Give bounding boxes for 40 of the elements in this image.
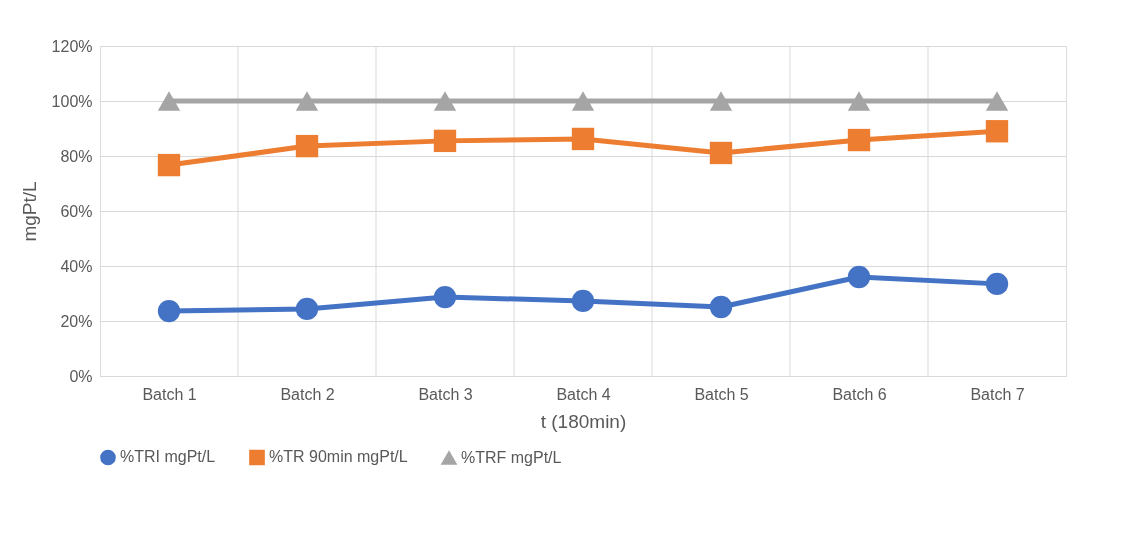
y-tick-label: 100% [51, 92, 93, 110]
point [571, 127, 595, 151]
point [433, 129, 457, 153]
y-tick-label: 20% [60, 312, 93, 330]
x-tick-label: Batch 6 [832, 385, 887, 403]
point [985, 272, 1009, 296]
point [571, 289, 595, 313]
x-tick-label: Batch 2 [280, 385, 335, 403]
point [157, 299, 181, 323]
point [709, 91, 733, 111]
point [157, 91, 181, 111]
point [985, 120, 1009, 143]
point [847, 265, 871, 289]
y-tick-label: 40% [60, 257, 93, 275]
point [157, 153, 181, 177]
y-tick-label: 60% [60, 202, 93, 220]
point [433, 91, 457, 111]
legend-label: %TRF mgPt/L [461, 448, 562, 466]
x-tick-label: Batch 3 [418, 385, 473, 403]
x-tick-label: Batch 5 [694, 385, 749, 403]
y-tick-label: 80% [60, 147, 93, 165]
y-tick-label: 120% [51, 37, 93, 55]
x-tick-label: Batch 4 [556, 385, 611, 403]
point [709, 141, 733, 165]
y-tick-label: 0% [69, 367, 93, 385]
legend-label: %TRI mgPt/L [120, 448, 216, 466]
point [295, 297, 319, 321]
point [433, 285, 457, 309]
point [847, 91, 871, 111]
y-axis-title: mgPt/L [18, 181, 40, 242]
point [709, 295, 733, 319]
legend-label: %TR 90min mgPt/L [269, 448, 408, 466]
point [295, 134, 319, 158]
x-axis-title: t (180min) [540, 410, 627, 432]
point [847, 128, 871, 152]
point [985, 91, 1009, 111]
x-tick-label: Batch 7 [970, 385, 1025, 403]
x-tick-label: Batch 1 [142, 385, 197, 403]
point [295, 91, 319, 111]
point [571, 91, 595, 111]
